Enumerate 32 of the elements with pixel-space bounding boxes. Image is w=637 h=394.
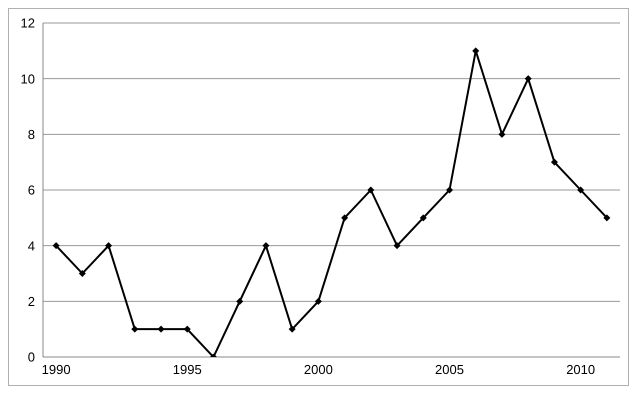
y-tick-label: 2 [28, 294, 35, 309]
point [52, 242, 60, 250]
point [341, 214, 348, 222]
point [314, 298, 322, 305]
y-tick-label: 12 [20, 16, 35, 31]
y-tick-label: 0 [28, 350, 35, 365]
x-tick-label: 2005 [435, 362, 464, 378]
point [105, 242, 112, 250]
y-tick-label: 4 [28, 238, 35, 254]
point [367, 186, 374, 194]
point [236, 298, 244, 305]
y-tick-label: 8 [28, 126, 35, 142]
point [394, 242, 401, 250]
y-tick-label: 6 [28, 182, 35, 198]
point [131, 326, 138, 333]
point [78, 270, 86, 277]
x-tick-label: 1995 [172, 362, 202, 378]
point [577, 186, 584, 194]
point [498, 130, 506, 138]
point [288, 326, 296, 333]
x-tick-label: 2000 [304, 362, 333, 378]
point [550, 158, 558, 166]
point [158, 326, 165, 333]
point [184, 326, 191, 333]
point [262, 242, 270, 250]
x-tick-label: 2010 [566, 362, 596, 378]
point [420, 214, 427, 222]
y-tick-label: 10 [20, 71, 35, 86]
point [446, 186, 454, 194]
point [524, 75, 532, 82]
point [603, 214, 610, 222]
x-tick-label: 1990 [42, 362, 71, 378]
